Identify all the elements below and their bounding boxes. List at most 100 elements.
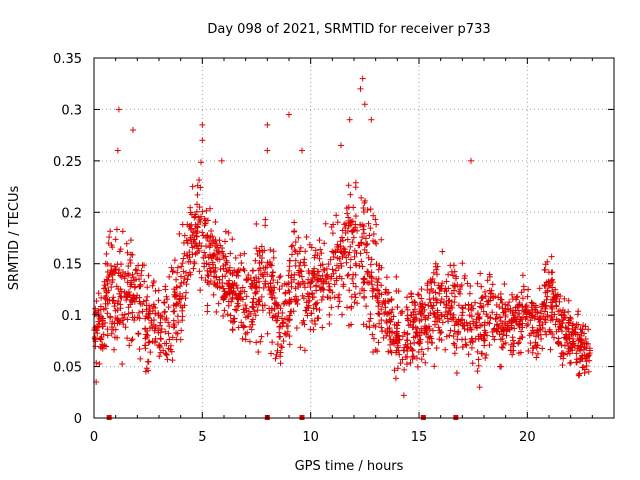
data-point — [130, 127, 136, 133]
data-point — [556, 335, 562, 341]
data-point — [422, 360, 428, 366]
data-point — [212, 219, 218, 225]
data-point — [559, 362, 565, 368]
data-point — [199, 122, 205, 128]
data-point — [119, 274, 125, 280]
data-point — [533, 309, 539, 315]
data-point — [477, 384, 483, 390]
data-point — [199, 137, 205, 143]
data-point — [483, 352, 489, 358]
data-point — [162, 286, 168, 292]
data-point — [137, 356, 143, 362]
data-point — [376, 339, 382, 345]
data-point — [431, 363, 437, 369]
data-point — [415, 364, 421, 370]
data-point — [373, 261, 379, 267]
data-point — [451, 262, 457, 268]
data-point — [360, 227, 366, 233]
data-point — [118, 261, 124, 267]
y-tick-label: 0.05 — [53, 361, 82, 376]
data-point — [136, 331, 142, 337]
data-point — [335, 295, 341, 301]
data-point — [520, 272, 526, 278]
data-point — [279, 344, 285, 350]
data-point — [111, 347, 117, 353]
x-axis-label: GPS time / hours — [295, 459, 404, 474]
data-point — [158, 336, 164, 342]
data-point — [285, 323, 291, 329]
data-point — [217, 266, 223, 272]
data-point — [227, 250, 233, 256]
data-point — [120, 228, 126, 234]
data-point — [337, 298, 343, 304]
data-point — [498, 291, 504, 297]
data-point — [175, 313, 181, 319]
data-point — [323, 221, 329, 227]
data-point — [278, 360, 284, 366]
data-point — [136, 310, 142, 316]
data-point — [378, 237, 384, 243]
data-point — [362, 275, 368, 281]
data-point — [500, 345, 506, 351]
data-point — [565, 309, 571, 315]
data-point — [349, 294, 355, 300]
data-point — [276, 324, 282, 330]
data-point — [329, 249, 335, 255]
y-tick-label: 0.35 — [53, 52, 82, 67]
data-point — [268, 350, 274, 356]
data-point — [288, 244, 294, 250]
data-point — [525, 286, 531, 292]
data-point — [271, 255, 277, 261]
data-point — [198, 159, 204, 165]
data-point — [459, 260, 465, 266]
data-point — [521, 283, 527, 289]
data-point — [180, 256, 186, 262]
data-point — [157, 320, 163, 326]
data-point — [353, 213, 359, 219]
data-point — [371, 231, 377, 237]
data-point — [375, 279, 381, 285]
data-point — [190, 266, 196, 272]
chart-title: Day 098 of 2021, SRMTID for receiver p73… — [207, 22, 490, 37]
data-point — [178, 337, 184, 343]
data-point — [574, 359, 580, 365]
data-point — [276, 330, 282, 336]
data-point — [96, 361, 102, 367]
data-point — [173, 277, 179, 283]
data-point — [445, 272, 451, 278]
data-point — [237, 252, 243, 258]
data-point — [146, 273, 152, 279]
data-point — [464, 280, 470, 286]
data-point — [361, 295, 367, 301]
data-point — [509, 352, 515, 358]
data-point — [467, 283, 473, 289]
data-point — [348, 305, 354, 311]
data-point — [462, 336, 468, 342]
data-point — [321, 240, 327, 246]
data-point — [169, 357, 175, 363]
data-point — [287, 258, 293, 264]
data-point — [194, 192, 200, 198]
y-tick-label: 0.3 — [61, 103, 82, 118]
data-point — [317, 247, 323, 253]
data-point — [107, 314, 113, 320]
data-point — [250, 268, 256, 274]
data-point — [211, 292, 217, 298]
data-point — [155, 297, 161, 303]
data-point — [490, 281, 496, 287]
y-axis-label: SRMTID / TECUs — [7, 186, 22, 291]
data-point — [316, 237, 322, 243]
data-point — [511, 326, 517, 332]
data-point — [110, 327, 116, 333]
data-point — [180, 260, 186, 266]
data-point — [518, 329, 524, 335]
data-point — [172, 257, 178, 263]
x-tick-label: 10 — [302, 430, 319, 445]
data-point — [223, 229, 229, 235]
data-point — [404, 304, 410, 310]
data-point — [477, 271, 483, 277]
data-point — [501, 281, 507, 287]
data-point — [368, 117, 374, 123]
data-point — [301, 256, 307, 262]
data-point — [585, 326, 591, 332]
